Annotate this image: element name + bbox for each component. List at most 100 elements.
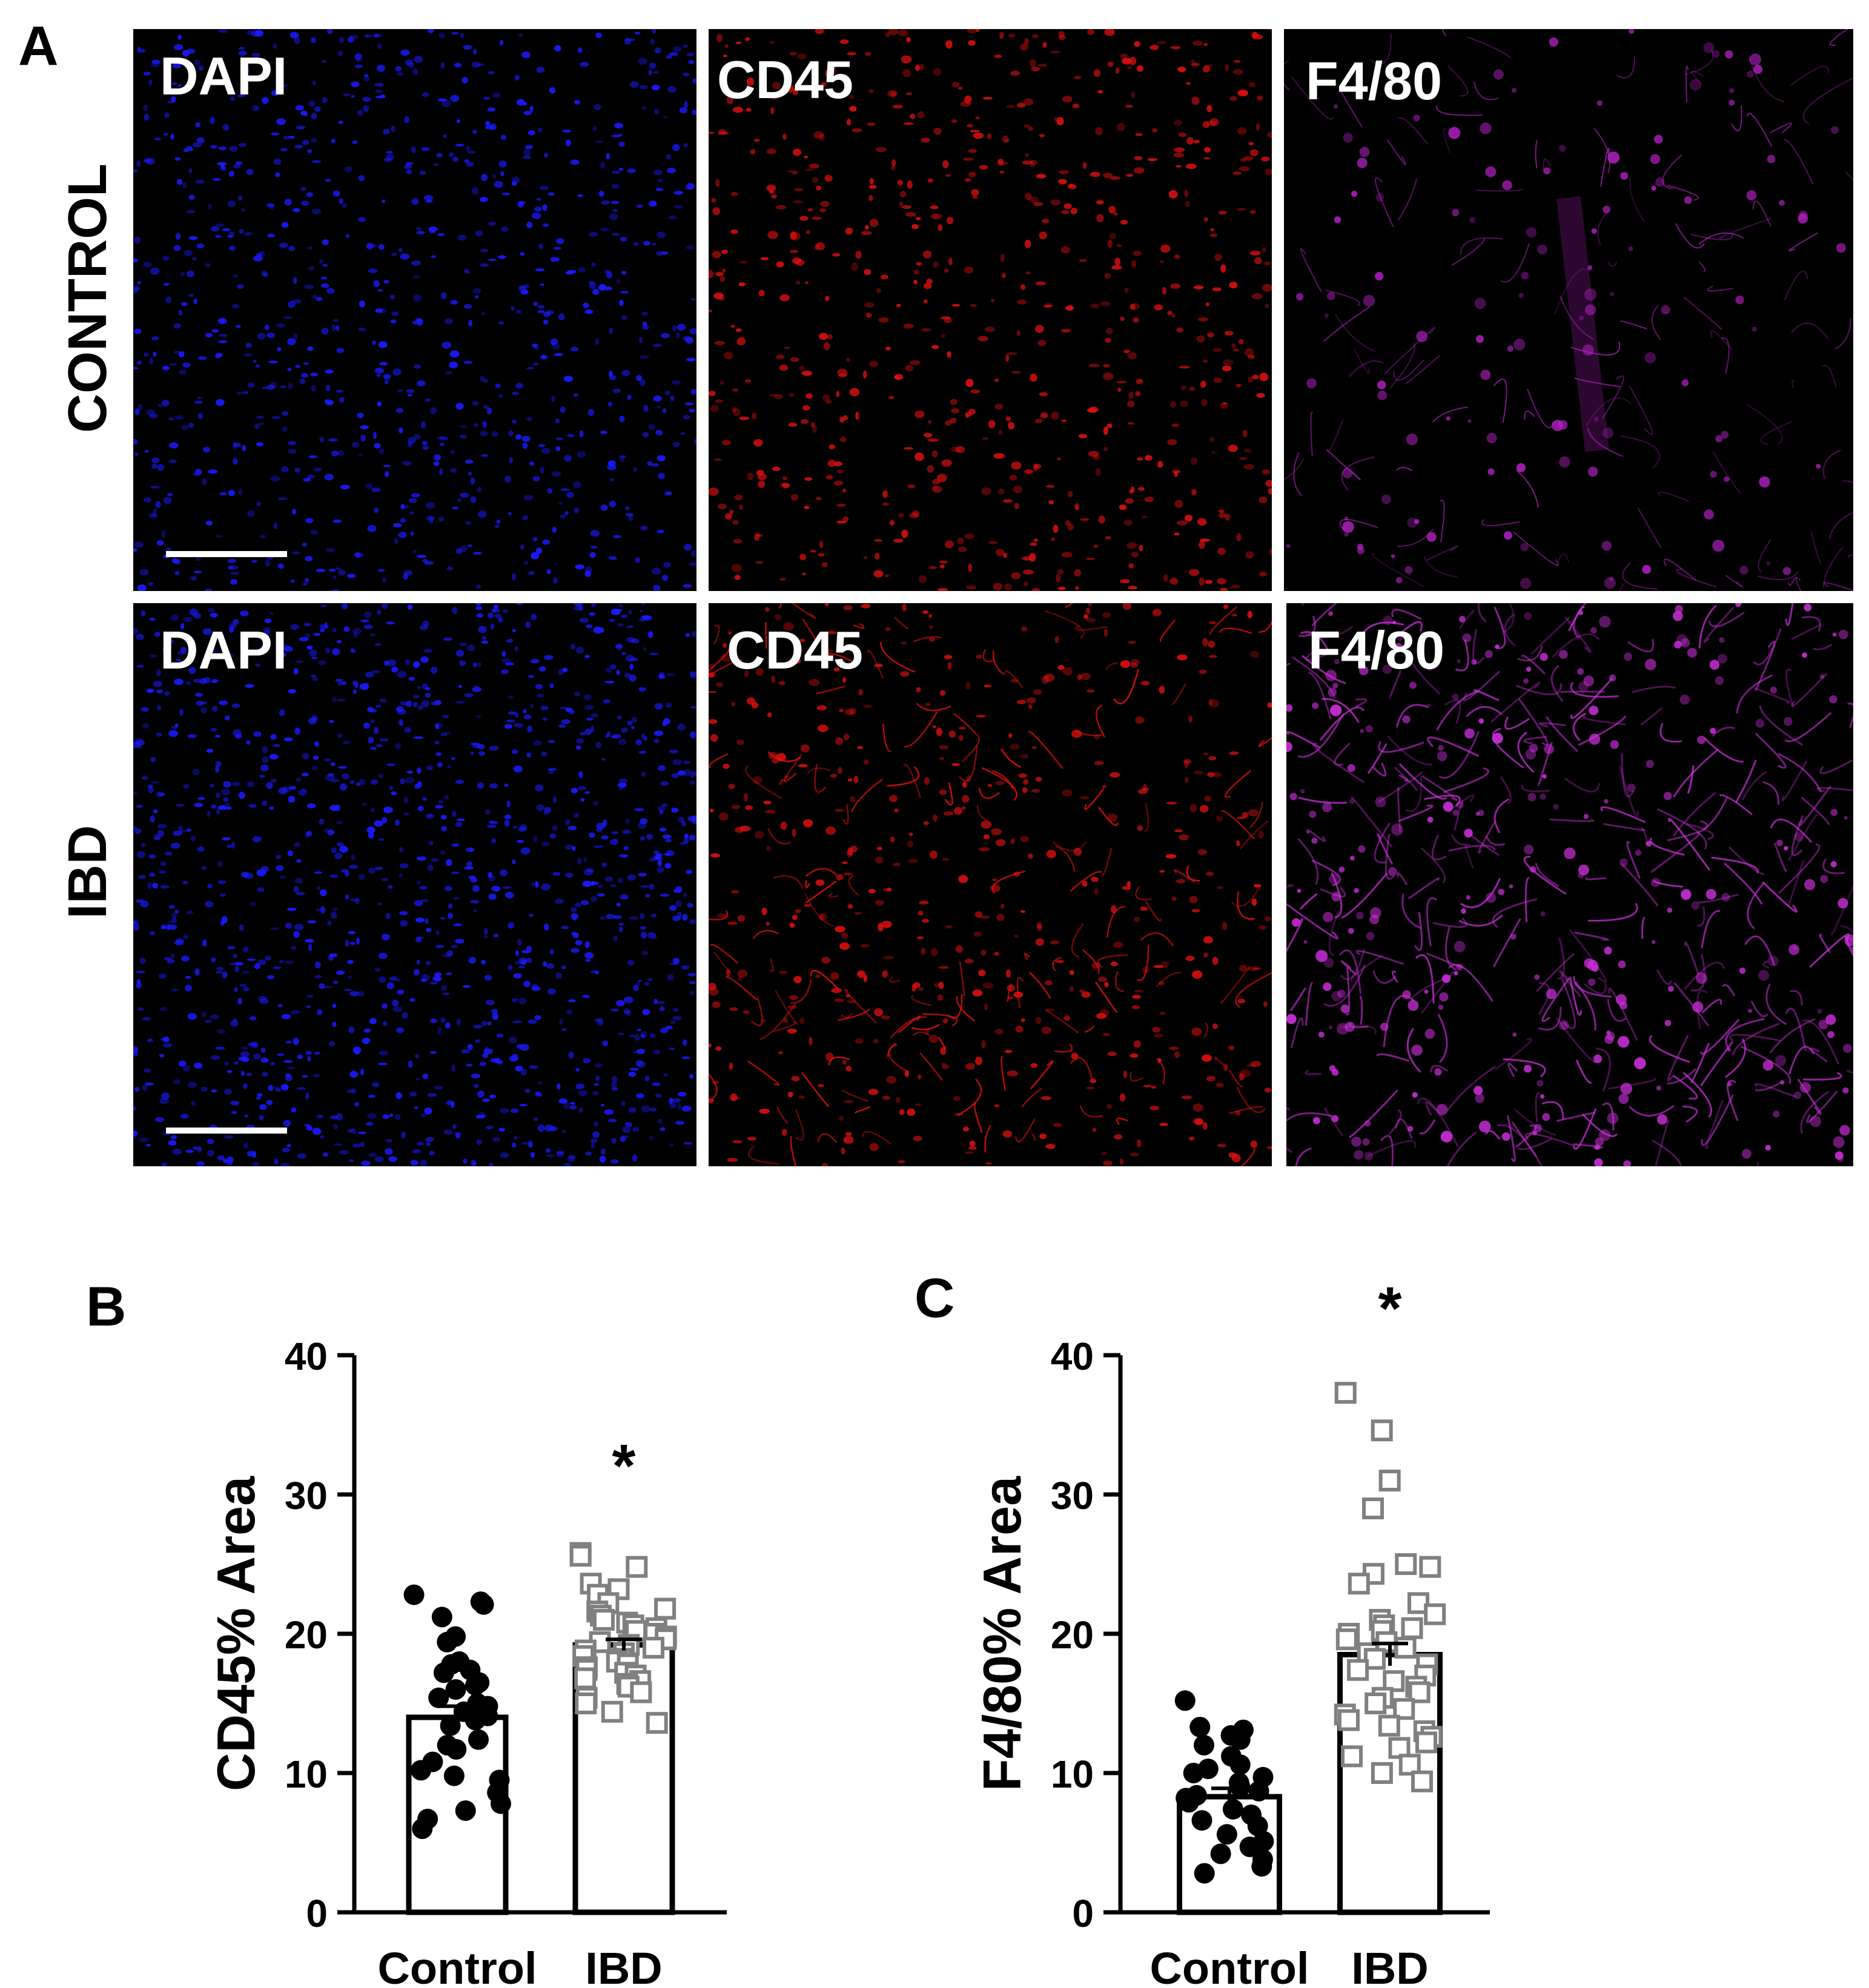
chart-f480-area-svg: F4/80% Area 0 10 20 30 40 Control IBD * (972, 1275, 1490, 1988)
micrograph-control-f480-texture (1284, 29, 1853, 591)
data-point-control (1174, 1690, 1196, 1711)
micrograph-ibd-dapi-texture (133, 603, 696, 1166)
micrograph-ibd-f480: F4/80 (1286, 603, 1853, 1166)
x-tick-label: IBD (585, 1943, 662, 1988)
data-point-ibd (592, 1609, 615, 1631)
x-tick-label: Control (1150, 1943, 1309, 1988)
data-point-control (468, 1729, 489, 1750)
data-point-control (1189, 1717, 1211, 1738)
panel-c-letter: C (915, 1267, 955, 1329)
data-point-control (490, 1793, 511, 1814)
data-point-control (428, 1687, 449, 1708)
data-point-ibd (1365, 1692, 1387, 1714)
panel-a-letter: A (18, 15, 59, 77)
data-point-control (443, 1765, 465, 1786)
data-point-ibd (1335, 1628, 1358, 1651)
data-point-control (1191, 1810, 1212, 1831)
data-point-control (1178, 1792, 1199, 1813)
scale-bar (166, 551, 287, 557)
micrograph-label: CD45 (717, 50, 853, 110)
chart-cd45-area-svg: CD45% Area 0 10 20 30 40 Control IBD * (206, 1335, 727, 1988)
micrograph-label: DAPI (160, 46, 288, 106)
micrograph-control-cd45-texture (709, 29, 1272, 591)
cell-texture (133, 603, 696, 1166)
y-tick-label: 0 (306, 1892, 328, 1935)
cell-texture (133, 29, 696, 591)
cell-texture (709, 29, 1272, 591)
data-point-control (473, 1594, 494, 1615)
data-point-ibd (630, 1681, 652, 1703)
data-point-control (1229, 1729, 1251, 1750)
data-point-control (465, 1709, 486, 1731)
micrograph-ibd-cd45-texture (709, 603, 1272, 1166)
data-point-control (1194, 1863, 1215, 1884)
micrograph-label: F4/80 (1308, 620, 1445, 680)
data-point-ibd (1424, 1603, 1446, 1625)
data-point-control (445, 1679, 466, 1700)
x-tick-label: IBD (1351, 1943, 1428, 1988)
chart-cd45-area: CD45% Area 0 10 20 30 40 Control IBD * (0, 1302, 848, 1988)
data-point-control (455, 1800, 476, 1821)
data-point-ibd (1419, 1556, 1441, 1578)
data-point-control (433, 1662, 454, 1683)
data-point-ibd (575, 1692, 597, 1714)
micrograph-control-f480: F4/80 (1284, 29, 1853, 591)
data-point-control (1222, 1798, 1243, 1820)
y-tick-label: 20 (285, 1613, 328, 1657)
row-label-ibd: IBD (58, 825, 118, 919)
data-point-ibd (642, 1637, 664, 1659)
data-point-control (465, 1675, 486, 1696)
data-point-ibd (1371, 1419, 1393, 1442)
panel-b-letter: B (86, 1276, 127, 1338)
y-tick-label: 20 (1051, 1613, 1094, 1657)
y-axis-label: CD45% Area (206, 1476, 266, 1791)
data-point-ibd (1408, 1592, 1430, 1614)
x-tick-label: Control (377, 1943, 537, 1988)
cell-texture (709, 603, 1272, 1166)
scale-bar (166, 1128, 287, 1134)
data-point-ibd (1362, 1498, 1384, 1519)
data-point-control (1251, 1856, 1272, 1877)
data-point-ibd (1334, 1382, 1357, 1404)
data-point-ibd (601, 1700, 623, 1723)
data-point-control (1193, 1735, 1214, 1755)
data-point-ibd (1341, 1745, 1363, 1768)
y-tick-label: 0 (1072, 1892, 1094, 1935)
y-tick-label: 30 (285, 1474, 328, 1517)
data-point-control (1248, 1780, 1269, 1801)
data-point-ibd (569, 1545, 592, 1567)
micrograph-label: DAPI (160, 620, 288, 680)
micrograph-control-dapi: DAPI (133, 29, 696, 591)
y-axis-label: F4/80% Area (972, 1476, 1032, 1791)
data-point-control (412, 1818, 433, 1839)
micrograph-label: CD45 (727, 620, 863, 680)
y-tick-label: 40 (285, 1335, 328, 1378)
micrograph-ibd-cd45: CD45 (709, 603, 1272, 1166)
data-point-control (1239, 1836, 1260, 1857)
cell-texture (1284, 29, 1853, 591)
row-label-control: CONTROL (58, 163, 118, 433)
y-tick-label: 10 (285, 1752, 328, 1796)
data-point-control (1210, 1843, 1231, 1864)
data-point-ibd (1415, 1731, 1438, 1754)
data-point-control (1183, 1763, 1204, 1783)
data-point-control (403, 1584, 425, 1605)
micrograph-ibd-f480-texture (1286, 603, 1853, 1166)
data-point-ibd (626, 1556, 648, 1578)
data-point-ibd (1378, 1470, 1401, 1491)
data-point-control (446, 1739, 467, 1760)
data-point-ibd (1394, 1637, 1417, 1659)
data-point-ibd (1347, 1659, 1369, 1681)
data-point-control (411, 1760, 432, 1781)
data-point-control (1229, 1754, 1251, 1775)
chart-f480-area: F4/80% Area 0 10 20 30 40 Control IBD * (775, 1275, 1623, 1988)
data-point-ibd (1411, 1770, 1434, 1792)
data-point-ibd (1398, 1754, 1421, 1776)
micrograph-control-cd45: CD45 (709, 29, 1272, 591)
data-point-ibd (1337, 1709, 1360, 1731)
data-point-ibd (1371, 1762, 1393, 1784)
data-point-ibd (1378, 1714, 1400, 1737)
data-point-ibd (1348, 1573, 1370, 1595)
y-tick-label: 30 (1051, 1474, 1094, 1517)
data-point-ibd (654, 1597, 676, 1620)
